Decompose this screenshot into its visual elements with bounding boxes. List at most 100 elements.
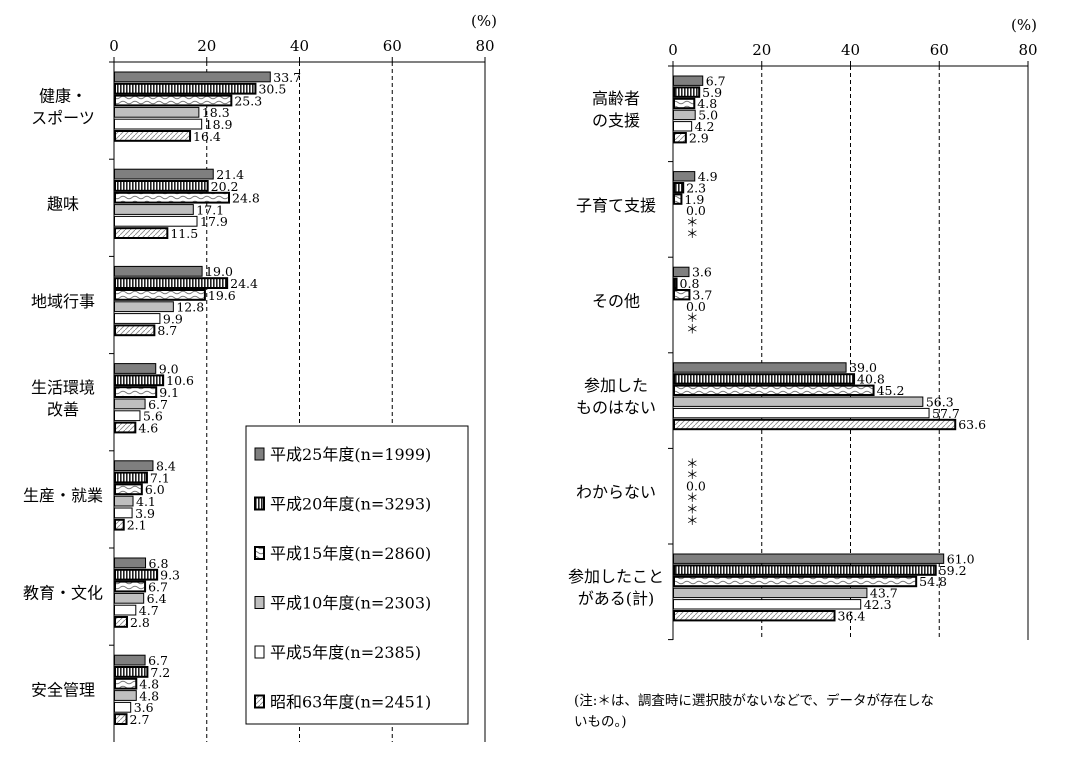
legend-entry: 平成25年度(n=1999): [270, 445, 431, 464]
value-label: 19.6: [208, 288, 236, 303]
value-label: 19.0: [205, 264, 233, 279]
x-tick-label: 60: [930, 41, 949, 59]
value-label: 21.4: [216, 167, 244, 182]
value-label: 10.6: [166, 373, 194, 388]
value-label: ＊: [686, 513, 699, 528]
value-label: 4.1: [136, 494, 156, 509]
bar: [673, 289, 691, 301]
value-label: 6.4: [147, 591, 167, 606]
bar: [673, 407, 930, 419]
value-label: 11.5: [170, 226, 198, 241]
category-label: 安全管理: [31, 681, 95, 700]
bar: [114, 604, 137, 616]
bar: [114, 227, 169, 239]
bar: [114, 71, 271, 83]
value-label: ＊: [686, 501, 699, 516]
value-label: 57.7: [932, 406, 960, 421]
left-chart-panel: 0 20 40 60 80(%)健康・スポーツ33.730.525.318.318.91…: [23, 12, 497, 742]
bar: [114, 106, 200, 118]
bar: [114, 289, 206, 301]
bar: [673, 121, 693, 132]
legend-entry: 平成15年度(n=2860): [270, 544, 431, 563]
bar: [114, 421, 137, 434]
value-label: ＊: [686, 215, 699, 230]
value-label: 63.6: [958, 417, 986, 432]
bar: [673, 193, 683, 205]
value-label: 16.4: [193, 129, 221, 144]
value-label: 0.8: [680, 276, 700, 291]
bar: [673, 599, 862, 610]
value-label: ＊: [686, 226, 699, 241]
bar: [673, 553, 945, 564]
bar: [673, 132, 687, 144]
bar: [114, 94, 233, 107]
bar: [114, 701, 132, 713]
value-label: 45.2: [877, 383, 905, 398]
category-label: 健康・スポーツ: [31, 86, 95, 127]
x-tick-label: 20: [197, 37, 216, 55]
value-label: 3.7: [692, 287, 712, 302]
legend-swatch: [254, 496, 265, 511]
value-label: 7.1: [150, 470, 170, 485]
category-label: 参加したことがある(計): [568, 567, 664, 608]
value-label: 17.1: [196, 202, 224, 217]
category-label: 教育・文化: [23, 583, 103, 602]
value-label: 2.7: [130, 712, 150, 727]
bar: [114, 191, 231, 204]
bar: [673, 266, 690, 278]
value-label: 4.2: [695, 119, 715, 134]
bar: [114, 518, 125, 531]
legend-entry: 昭和63年度(n=2451): [270, 693, 431, 712]
value-label: ＊: [686, 456, 699, 471]
value-label: 5.6: [143, 409, 163, 424]
category-label: 地域行事: [31, 292, 95, 311]
x-tick-label: 40: [290, 37, 309, 55]
bar: [673, 575, 918, 588]
x-tick-label: 80: [475, 37, 494, 55]
value-label: 3.9: [135, 506, 155, 521]
bar: [673, 362, 847, 373]
note-line: (注:＊は、調査時に選択肢がないなどで、データが存在しな: [574, 692, 934, 709]
value-label: 61.0: [947, 551, 975, 566]
value-label: 8.7: [157, 323, 177, 338]
legend: 平成25年度(n=1999) 平成20年度(n=3293) 平成15年度(n=286…: [245, 425, 469, 725]
value-label: 2.9: [689, 130, 709, 145]
category-label: 生産・就業: [23, 486, 103, 505]
bar: [114, 471, 148, 484]
category-label: その他: [592, 291, 640, 310]
value-label: 4.9: [698, 169, 718, 184]
bar: [114, 483, 143, 496]
category-label: わからない: [576, 483, 656, 502]
bar: [114, 460, 154, 472]
value-label: 3.6: [692, 265, 712, 280]
bar: [114, 118, 203, 130]
bar: [114, 277, 229, 290]
value-label: 43.7: [870, 586, 898, 601]
bar: [673, 182, 685, 194]
value-label: 12.8: [176, 300, 204, 315]
bar: [673, 418, 957, 431]
bar: [114, 324, 156, 337]
bar: [673, 277, 678, 290]
x-tick-label: 0: [668, 41, 678, 59]
category-label: 高齢者の支援: [592, 89, 640, 130]
bar: [114, 363, 157, 374]
value-label: 18.9: [205, 117, 233, 132]
legend-swatch: [254, 694, 265, 709]
bar: [114, 495, 134, 507]
value-label: 24.8: [232, 191, 260, 206]
bar: [114, 215, 198, 227]
value-label: 6.0: [145, 482, 165, 497]
unit-label: (%): [1011, 16, 1037, 34]
bar: [673, 587, 868, 599]
value-label: 0.0: [686, 299, 706, 314]
bar: [114, 713, 128, 726]
legend-entry: 平成10年度(n=2303): [270, 594, 431, 613]
bar: [114, 557, 147, 569]
value-label: 6.7: [706, 73, 726, 88]
bar: [114, 313, 161, 324]
bar: [114, 677, 138, 690]
value-label: 54.8: [919, 574, 947, 589]
bar: [673, 97, 696, 110]
